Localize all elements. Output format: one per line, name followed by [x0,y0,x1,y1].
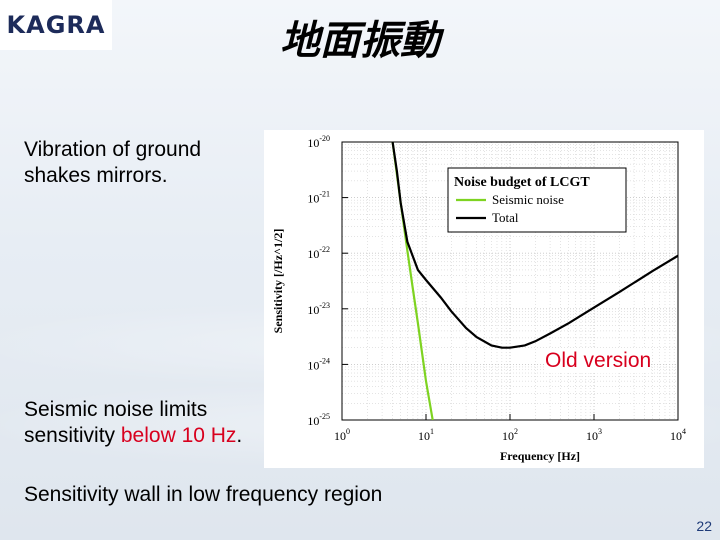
legend-title: Noise budget of LCGT [454,175,590,190]
grid-layer [341,142,678,421]
y-tick-label: 10-20 [307,134,330,150]
legend-entries: Seismic noise Total [456,192,564,225]
slide-number: 22 [696,518,712,534]
slide-title: 地面振動 [280,18,440,64]
x-tick-label: 100 [334,427,350,443]
logo-text: KAGRA [6,11,106,39]
caption-vibration: Vibration of ground shakes mirrors. [24,138,202,187]
sensitivity-chart: 100 101 102 103 104 10-20 10-21 10-22 10-23 10-24… [271,134,686,463]
legend-entry: Total [492,210,519,225]
old-version-label: Old version [545,349,652,373]
caption-seismic-suffix: . [236,424,243,447]
x-axis-label: Frequency [Hz] [500,449,580,463]
x-tick-label: 104 [670,427,686,443]
series-layer [391,142,678,420]
y-tick-label: 10-25 [307,412,330,428]
caption-seismic-limit: Seismic noise limits sensitivity below 1… [24,397,304,449]
sensitivity-plot: 100 101 102 103 104 10-20 10-21 10-22 10-23 10-24… [264,130,704,468]
y-tick-label: 10-24 [307,356,330,372]
series-line-total [391,142,678,349]
y-tick-label: 10-23 [307,301,330,317]
y-tick-label: 10-21 [307,190,330,206]
x-tick-label: 102 [502,427,518,443]
tick-layer: 100 101 102 103 104 10-20 10-21 10-22 10-23 10-24… [307,134,686,443]
y-axis-label: Sensitivity [/Hz^1/2] [271,229,285,334]
caption-seismic-prefix: Seismic noise limits sensitivity [24,398,208,447]
kagra-logo: KAGRA [0,0,112,50]
legend: Noise budget of LCGT Seismic noise Total [447,167,627,233]
y-tick-label: 10-22 [307,245,330,261]
x-tick-label: 101 [418,427,434,443]
caption-sensitivity-wall: Sensitivity wall in low frequency region [24,483,383,506]
legend-entry: Seismic noise [492,192,564,207]
x-tick-label: 103 [586,427,602,443]
caption-seismic-highlight: below 10 Hz [120,424,237,447]
